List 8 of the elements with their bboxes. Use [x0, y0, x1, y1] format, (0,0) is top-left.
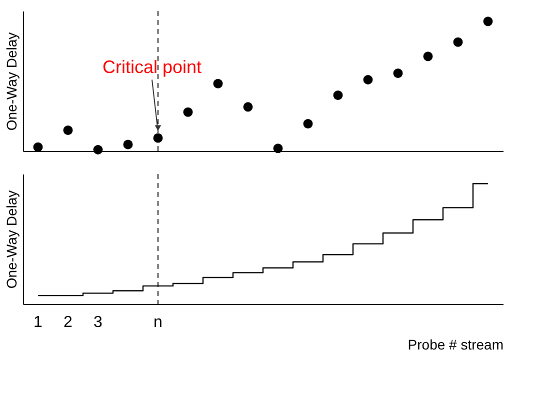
x-axis-title: Probe # stream — [408, 336, 504, 352]
x-tick-label: 3 — [94, 314, 103, 331]
x-tick-label: 1 — [34, 314, 43, 331]
y-axis-title: One-Way Delay — [4, 190, 20, 289]
x-tick-label: 2 — [64, 314, 73, 331]
annotation: Critical point — [102, 57, 202, 78]
x-tick-label: n — [154, 314, 162, 331]
y-axis-title: One-Way Delay — [4, 32, 20, 131]
